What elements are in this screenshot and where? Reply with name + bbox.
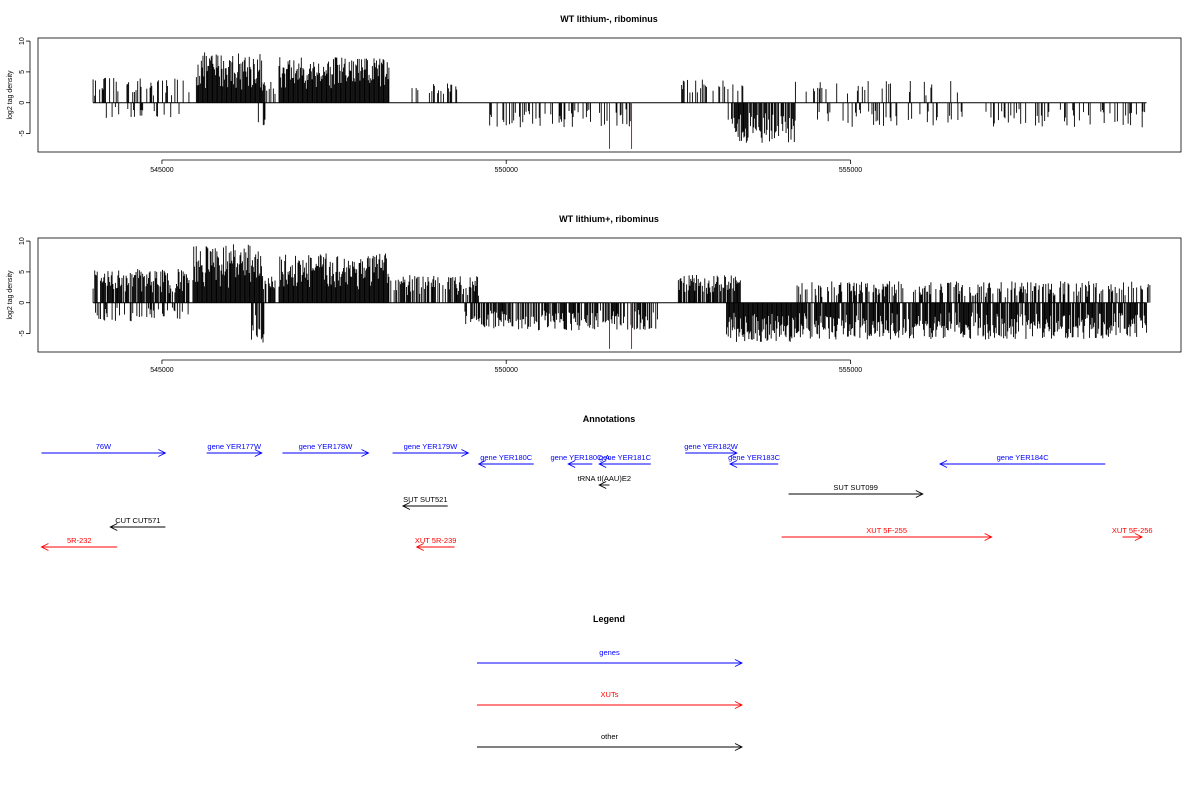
feature-other-arrowhead — [109, 523, 118, 531]
feature-gene-arrowhead — [158, 449, 167, 457]
feature-gene: gene YER180C-A — [550, 453, 610, 468]
legend-item: XUTs — [477, 690, 744, 709]
feature-label: 76W — [96, 442, 112, 451]
x-tick-label: 545000 — [150, 167, 173, 174]
feature-label: SUT SUT099 — [833, 483, 877, 492]
y-tick-label: 10 — [19, 37, 26, 45]
feature-label: XUT 5R-239 — [415, 536, 457, 545]
feature-gene: 76W — [41, 442, 167, 457]
feature-label: gene YER184C — [997, 453, 1050, 462]
feature-xut: XUT 5F-255 — [781, 526, 993, 541]
feature-gene: gene YER179W — [392, 442, 470, 457]
feature-gene-arrowhead — [938, 460, 948, 468]
feature-label: CUT CUT571 — [115, 516, 160, 525]
y-tick-label: -5 — [19, 330, 26, 336]
legend-label: genes — [599, 648, 620, 657]
feature-other: SUT SUT521 — [401, 495, 448, 510]
feature-label: gene YER178W — [299, 442, 354, 451]
panel-2-bars — [92, 244, 1151, 349]
feature-gene-arrowhead — [361, 449, 370, 457]
feature-gene: gene YER181C — [598, 453, 652, 468]
feature-gene-arrowhead — [461, 449, 470, 457]
panel-1-ylabel: log2 tag density — [7, 70, 14, 120]
y-tick-label: 10 — [19, 237, 26, 245]
feature-label: gene YER177W — [207, 442, 262, 451]
annotations-panel: Annotations 76W gene YER177W gene YER178W g… — [40, 414, 1153, 551]
feature-gene-arrowhead — [567, 460, 576, 468]
feature-label: tRNA tI(AAU)E2 — [578, 474, 631, 483]
feature-label: gene YER180C — [480, 453, 533, 462]
y-tick-label: 5 — [19, 270, 26, 274]
feature-xut-arrowhead — [40, 543, 49, 551]
panel-1-title: WT lithium-, ribominus — [560, 14, 658, 24]
annotations-title: Annotations — [583, 414, 636, 424]
feature-label: XUT 5F-255 — [866, 526, 907, 535]
feature-label: XUT 5F-256 — [1112, 526, 1153, 535]
feature-label: gene YER183C — [728, 453, 781, 462]
feature-xut: 5R-232 — [40, 536, 118, 551]
panel-2-title: WT lithium+, ribominus — [559, 214, 659, 224]
feature-gene: gene YER184C — [938, 453, 1106, 468]
legend-item: genes — [477, 648, 744, 667]
feature-gene-arrowhead — [729, 449, 738, 457]
feature-gene: gene YER178W — [282, 442, 370, 457]
panel-lithium-plus: WT lithium+, ribominus log2 tag density … — [7, 214, 1182, 374]
legend-panel: Legend genes XUTs other — [477, 614, 744, 751]
legend-item: other — [477, 732, 744, 751]
x-tick-label: 555000 — [839, 367, 862, 374]
legend-arrowhead — [734, 659, 744, 667]
feature-other-arrowhead — [401, 502, 411, 510]
y-tick-label: 5 — [19, 70, 26, 74]
panel-2-frame — [37, 237, 1182, 353]
feature-gene-arrowhead — [477, 460, 486, 468]
feature-xut-arrowhead — [1134, 533, 1144, 541]
panel-2-ylabel: log2 tag density — [7, 270, 14, 320]
feature-label: 5R-232 — [67, 536, 92, 545]
legend-label: XUTs — [601, 690, 619, 699]
feature-other-arrowhead — [915, 490, 924, 498]
x-tick-label: 550000 — [495, 167, 518, 174]
feature-label: gene YER179W — [404, 442, 459, 451]
legend-title: Legend — [593, 614, 625, 624]
x-tick-label: 550000 — [495, 367, 518, 374]
x-tick-label: 555000 — [839, 167, 862, 174]
y-tick-label: -5 — [19, 130, 26, 136]
feature-other: tRNA tI(AAU)E2 — [578, 474, 631, 489]
annotation-features: 76W gene YER177W gene YER178W gene YER179W g… — [40, 442, 1153, 551]
feature-label: gene YER180C-A — [550, 453, 609, 462]
feature-other-arrowhead — [598, 481, 607, 489]
feature-gene-arrowhead — [254, 449, 263, 457]
feature-label: gene YER182W — [684, 442, 739, 451]
feature-xut: XUT 5R-239 — [415, 536, 457, 551]
legend-arrowhead — [734, 743, 744, 751]
legend-label: other — [601, 732, 619, 741]
legend-items: genes XUTs other — [477, 648, 744, 751]
feature-label: SUT SUT521 — [403, 495, 447, 504]
y-tick-label: 0 — [19, 101, 26, 105]
panel-1-axes: -5 0 5 10 545000 550000 555000 — [19, 37, 862, 174]
feature-xut-arrowhead — [984, 533, 993, 541]
panel-1-frame — [37, 37, 1182, 153]
feature-other: CUT CUT571 — [109, 516, 166, 531]
feature-gene: gene YER177W — [206, 442, 263, 457]
feature-gene: gene YER180C — [477, 453, 534, 468]
feature-other: SUT SUT099 — [788, 483, 924, 498]
panel-1-bars — [92, 52, 1147, 149]
panel-lithium-minus: WT lithium-, ribominus log2 tag density … — [7, 14, 1182, 174]
feature-gene-arrowhead — [728, 460, 738, 468]
x-tick-label: 545000 — [150, 367, 173, 374]
feature-gene: gene YER183C — [728, 453, 781, 468]
feature-gene: gene YER182W — [684, 442, 739, 457]
legend-arrowhead — [734, 701, 744, 709]
y-tick-label: 0 — [19, 301, 26, 305]
feature-xut-arrowhead — [415, 543, 424, 551]
feature-xut: XUT 5F-256 — [1112, 526, 1153, 541]
panel-2-axes: -5 0 5 10 545000 550000 555000 — [19, 237, 862, 374]
feature-label: gene YER181C — [599, 453, 652, 462]
feature-gene-arrowhead — [598, 460, 607, 468]
